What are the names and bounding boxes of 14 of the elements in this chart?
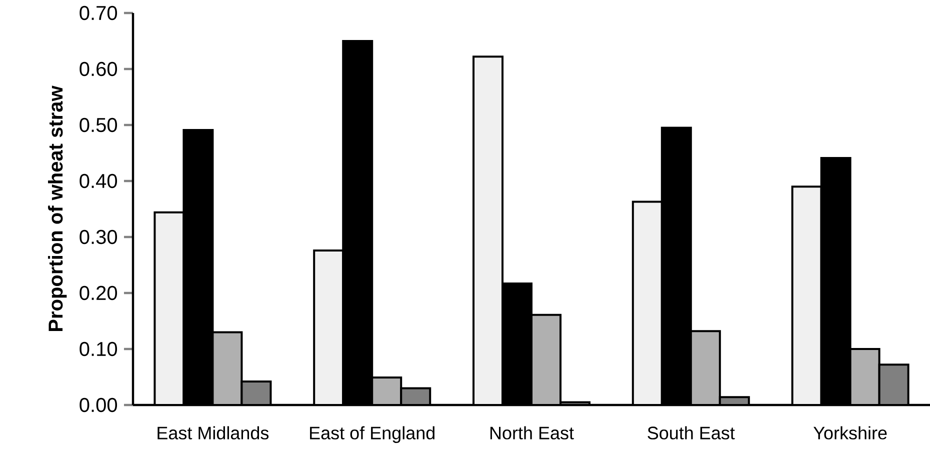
- x-tick-label: South East: [648, 426, 735, 440]
- y-tick-label: 0.10: [80, 342, 118, 356]
- y-tick-label: 0.20: [80, 286, 118, 300]
- y-tick-label: 0.30: [80, 230, 118, 244]
- x-tick-label: East Midlands: [158, 426, 269, 440]
- y-axis-title: Proportion of wheat straw: [48, 86, 67, 331]
- x-tick-label: North East: [490, 426, 574, 440]
- x-tick-label: East of England: [310, 426, 434, 443]
- x-tick-label: Yorkshire: [814, 426, 887, 440]
- y-tick-label: 0.70: [80, 6, 118, 20]
- y-tick-label: 0.40: [80, 174, 118, 188]
- y-tick-label: 0.60: [80, 62, 118, 76]
- y-tick-label: 0.00: [80, 398, 118, 412]
- y-tick-label: 0.50: [80, 118, 118, 132]
